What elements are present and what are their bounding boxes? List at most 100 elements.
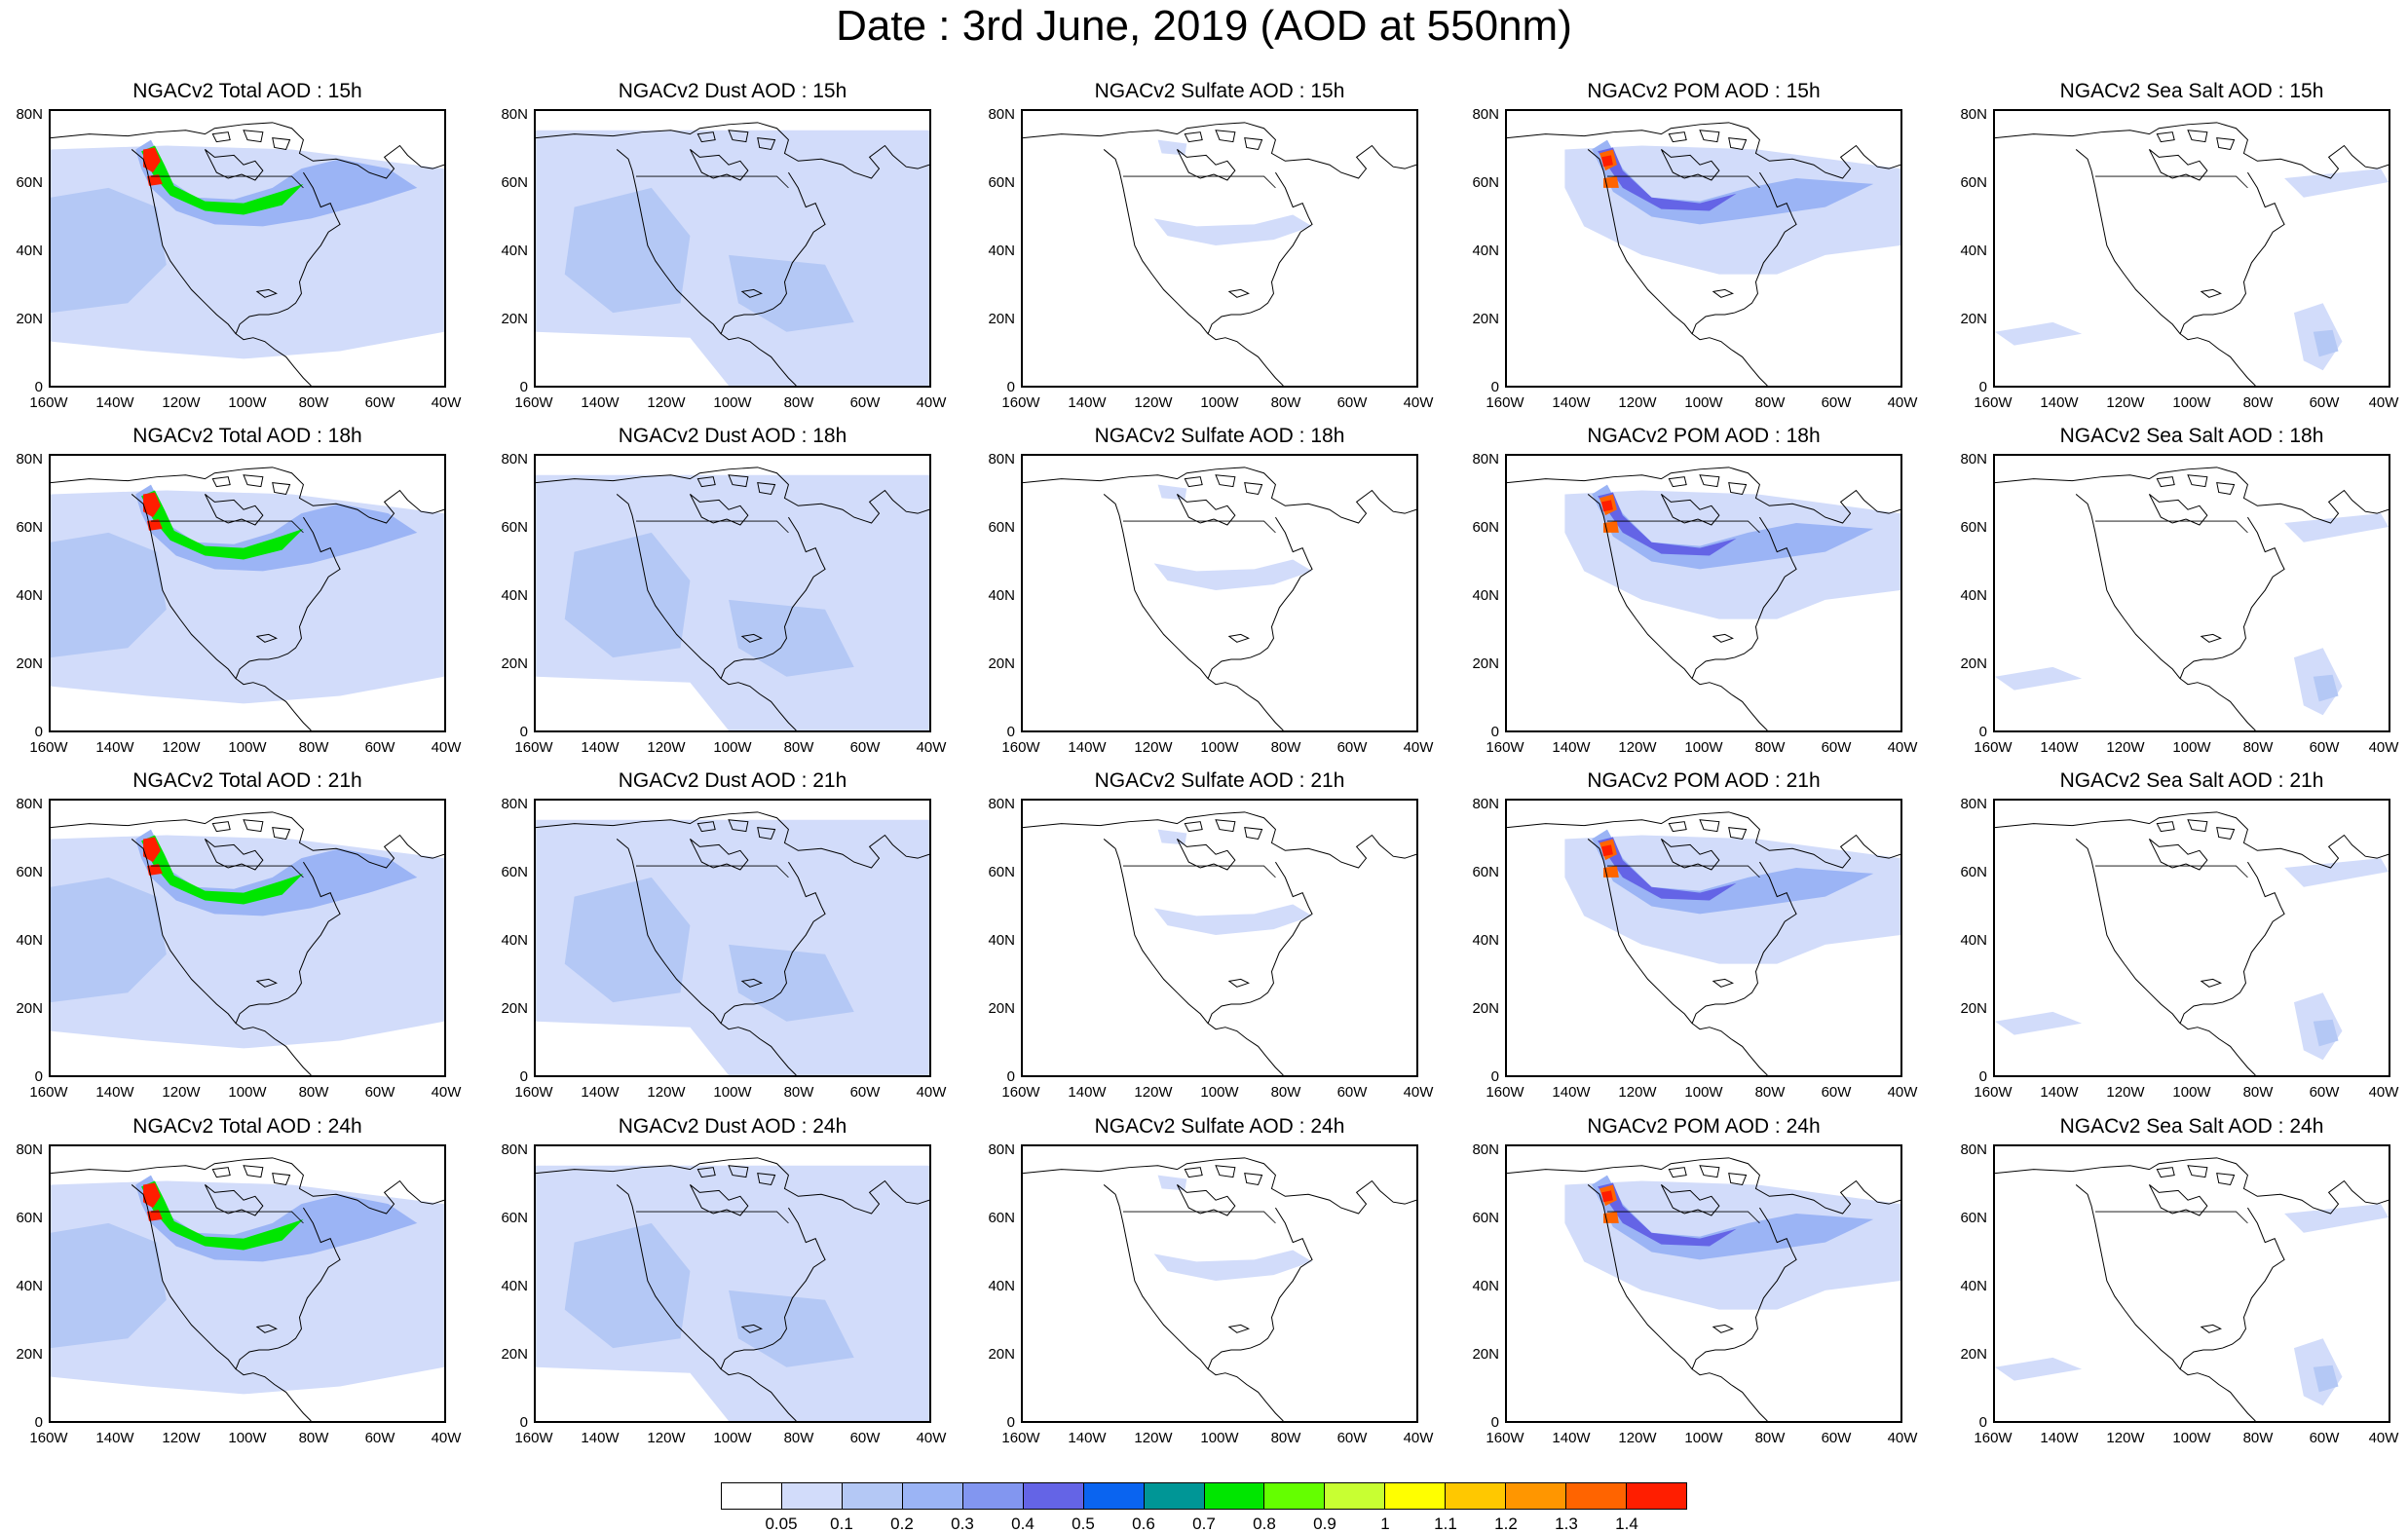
map-panel-dust xyxy=(534,454,931,732)
colorbar-label: 0.9 xyxy=(1313,1514,1336,1533)
lon-tick-label: 140W xyxy=(1068,739,1107,756)
aod-field xyxy=(536,1157,929,1421)
colorbar-swatch xyxy=(1446,1483,1507,1509)
coastline xyxy=(1184,1165,1263,1333)
coastline xyxy=(1023,122,1416,386)
lon-tick-label: 160W xyxy=(29,1430,68,1446)
lon-tick-label: 100W xyxy=(228,1430,267,1446)
lat-tick-label: 60N xyxy=(1472,174,1499,191)
lat-tick-label: 80N xyxy=(501,451,528,467)
panel-title: NGACv2 Sea Salt AOD : 24h xyxy=(2059,1115,2324,1138)
lon-tick-label: 80W xyxy=(1754,1430,1786,1446)
coastline xyxy=(1507,811,1900,1075)
lat-tick-label: 0 xyxy=(1978,724,1987,740)
lat-tick-label: 40N xyxy=(501,1278,528,1294)
lon-tick-label: 100W xyxy=(1200,1084,1239,1101)
aod-field xyxy=(51,122,444,386)
lat-tick-label: 40N xyxy=(1960,243,1987,259)
lat-tick-label: 20N xyxy=(1472,1000,1499,1017)
lat-tick-label: 0 xyxy=(34,724,43,740)
country-border xyxy=(150,520,304,534)
panel-title: NGACv2 Dust AOD : 18h xyxy=(618,425,847,447)
coastline xyxy=(1660,1184,1720,1216)
aod-contour xyxy=(51,1222,167,1349)
colorbar-label: 0.8 xyxy=(1253,1514,1276,1533)
lat-tick-label: 40N xyxy=(1472,932,1499,949)
country-border xyxy=(150,175,304,189)
coastline xyxy=(1995,122,2389,386)
lon-tick-label: 120W xyxy=(1618,739,1657,756)
lon-tick-label: 80W xyxy=(783,739,814,756)
lon-tick-label: 140W xyxy=(2040,1084,2079,1101)
colorbar-label: 1.2 xyxy=(1494,1514,1518,1533)
lon-tick-label: 100W xyxy=(228,394,267,411)
aod-contour xyxy=(1153,1250,1313,1282)
lon-tick-label: 140W xyxy=(95,1430,134,1446)
lon-tick-label: 160W xyxy=(1001,1084,1040,1101)
lat-tick-label: 0 xyxy=(1490,724,1499,740)
colorbar-label: 1 xyxy=(1380,1514,1390,1533)
lon-tick-label: 100W xyxy=(1200,739,1239,756)
colorbar-swatch xyxy=(1506,1483,1567,1509)
panel-title: NGACv2 Total AOD : 15h xyxy=(132,80,362,102)
lon-tick-label: 140W xyxy=(1552,739,1591,756)
lat-tick-label: 0 xyxy=(34,1414,43,1431)
lon-tick-label: 160W xyxy=(1486,739,1524,756)
lat-tick-label: 40N xyxy=(16,243,43,259)
lon-tick-label: 140W xyxy=(1552,1084,1591,1101)
lon-tick-label: 80W xyxy=(2242,1084,2274,1101)
lon-tick-label: 100W xyxy=(1684,1430,1723,1446)
lon-tick-label: 120W xyxy=(1134,1430,1173,1446)
lat-tick-label: 20N xyxy=(988,1000,1015,1017)
coastline xyxy=(1176,1184,1236,1216)
map-panel-sulfate xyxy=(1021,109,1418,388)
coastline xyxy=(616,839,722,1025)
aod-field xyxy=(51,467,444,730)
lat-tick-label: 0 xyxy=(1006,379,1015,395)
aod-contour xyxy=(141,145,304,215)
colorbar-label: 1.3 xyxy=(1555,1514,1578,1533)
coastline xyxy=(2148,494,2208,526)
lon-tick-label: 160W xyxy=(514,739,553,756)
lat-tick-label: 40N xyxy=(1472,243,1499,259)
panel-title: NGACv2 Sulfate AOD : 24h xyxy=(1094,1115,1345,1138)
lon-tick-label: 40W xyxy=(916,1430,947,1446)
map-panel-sulfate xyxy=(1021,799,1418,1077)
lat-tick-label: 40N xyxy=(501,932,528,949)
coastline xyxy=(1507,1157,1900,1421)
lon-tick-label: 60W xyxy=(1821,394,1852,411)
aod-field xyxy=(1995,1157,2389,1421)
coastline xyxy=(131,149,237,335)
lat-tick-label: 0 xyxy=(34,1068,43,1085)
lat-tick-label: 0 xyxy=(1490,1414,1499,1431)
coastline xyxy=(1587,839,1693,1025)
lat-tick-label: 20N xyxy=(16,1346,43,1363)
lon-tick-label: 60W xyxy=(1336,739,1368,756)
lat-tick-label: 40N xyxy=(16,932,43,949)
coastline xyxy=(1176,149,1236,181)
aod-contour xyxy=(51,532,167,658)
lon-tick-label: 40W xyxy=(431,394,462,411)
coastline xyxy=(1995,467,2389,730)
colorbar-label: 0.1 xyxy=(830,1514,853,1533)
coastline xyxy=(1176,494,1236,526)
lon-tick-label: 140W xyxy=(1068,394,1107,411)
lon-tick-label: 100W xyxy=(2172,394,2211,411)
coastline xyxy=(51,1157,444,1421)
lon-tick-label: 40W xyxy=(431,1430,462,1446)
aod-contour xyxy=(1157,139,1187,156)
aod-field xyxy=(51,1157,444,1421)
lat-tick-label: 80N xyxy=(988,106,1015,123)
lon-tick-label: 100W xyxy=(1200,394,1239,411)
lat-tick-label: 80N xyxy=(16,451,43,467)
lon-tick-label: 40W xyxy=(2368,1430,2399,1446)
coastline xyxy=(616,149,722,335)
map-panel-pom xyxy=(1505,109,1902,388)
lat-tick-label: 80N xyxy=(501,1141,528,1158)
aod-contour xyxy=(1995,1338,2343,1406)
aod-contour xyxy=(1153,904,1313,936)
coastline xyxy=(2075,839,2181,1025)
panel-title: NGACv2 POM AOD : 24h xyxy=(1587,1115,1821,1138)
coastline xyxy=(1507,122,1900,386)
lat-tick-label: 60N xyxy=(1960,174,1987,191)
